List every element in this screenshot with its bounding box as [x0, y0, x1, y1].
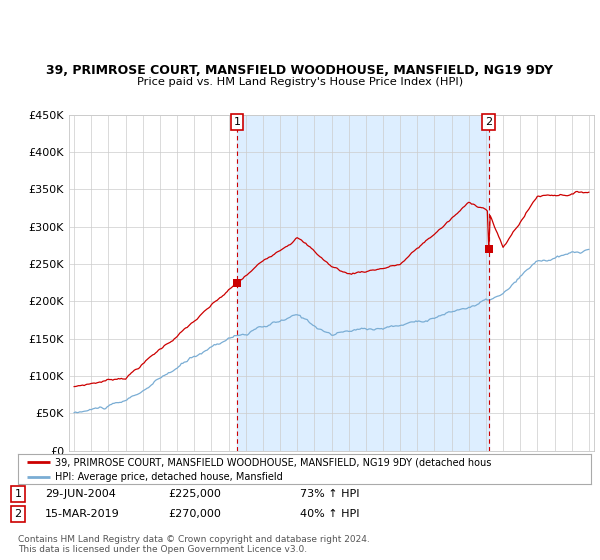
- Text: 29-JUN-2004: 29-JUN-2004: [45, 489, 116, 499]
- Text: 15-MAR-2019: 15-MAR-2019: [45, 509, 120, 519]
- Text: 2: 2: [14, 509, 22, 519]
- Text: 2: 2: [485, 117, 493, 127]
- Text: 40% ↑ HPI: 40% ↑ HPI: [300, 509, 359, 519]
- Bar: [237, 115, 490, 451]
- Text: £225,000: £225,000: [168, 489, 221, 499]
- Text: 39, PRIMROSE COURT, MANSFIELD WOODHOUSE, MANSFIELD, NG19 9DY: 39, PRIMROSE COURT, MANSFIELD WOODHOUSE,…: [47, 64, 554, 77]
- Text: 1: 1: [233, 117, 241, 127]
- Text: 39, PRIMROSE COURT, MANSFIELD WOODHOUSE, MANSFIELD, NG19 9DY (detached hous: 39, PRIMROSE COURT, MANSFIELD WOODHOUSE,…: [55, 457, 491, 467]
- Text: Contains HM Land Registry data © Crown copyright and database right 2024.
This d: Contains HM Land Registry data © Crown c…: [18, 535, 370, 554]
- Text: 1: 1: [14, 489, 22, 499]
- Text: 73% ↑ HPI: 73% ↑ HPI: [300, 489, 359, 499]
- Text: Price paid vs. HM Land Registry's House Price Index (HPI): Price paid vs. HM Land Registry's House …: [137, 77, 463, 87]
- Text: £270,000: £270,000: [168, 509, 221, 519]
- Text: HPI: Average price, detached house, Mansfield: HPI: Average price, detached house, Mans…: [55, 472, 283, 482]
